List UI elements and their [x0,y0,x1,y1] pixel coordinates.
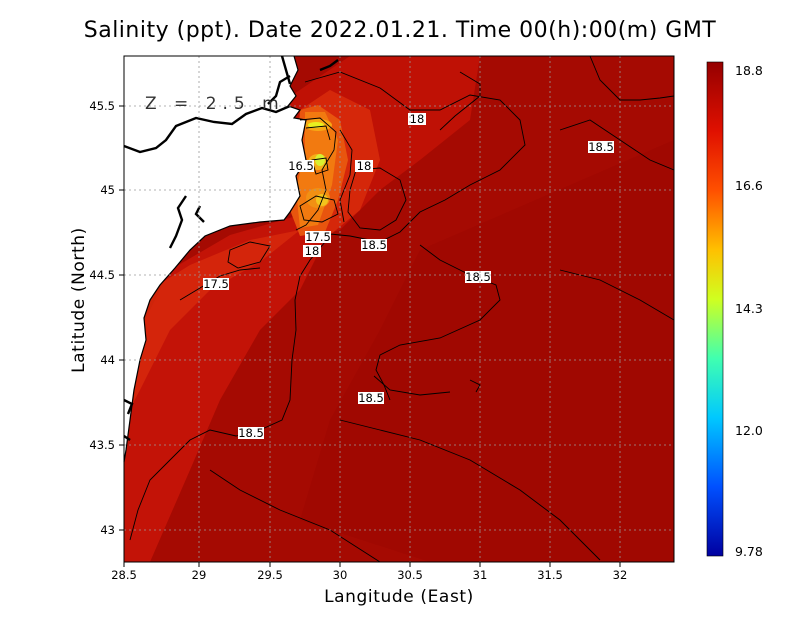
grid-lines [124,56,674,562]
contour-label: 18.5 [238,426,264,440]
svg-text:18.5: 18.5 [465,270,491,284]
x-tick-labels: 28.5 29 29.5 30 30.5 31 31.5 32 [111,568,627,582]
svg-text:18: 18 [357,159,372,173]
x-axis-label: Langitude (East) [324,587,474,607]
x-tick-label: 29.5 [257,568,283,582]
svg-text:18: 18 [410,112,425,126]
contour-label: 18 [303,244,321,258]
contour-label: 18.5 [465,270,491,284]
contour-labels: 18 18.5 16.5 18 17.5 18.5 18 18.5 17.5 1… [203,112,614,440]
y-tick-label: 45 [100,183,115,197]
contour-label: 18 [408,112,426,126]
y-axis-label: Latitude (North) [69,227,89,373]
y-tick-label: 44.5 [89,268,115,282]
plot-frame [123,55,675,563]
x-tick-label: 30.5 [397,568,423,582]
land-mass [124,56,306,462]
y-tick-label: 44 [100,353,115,367]
contour-label: 18.5 [361,238,387,252]
coastline [123,55,307,463]
svg-text:17.5: 17.5 [203,277,229,291]
y-tick-label: 43.5 [89,438,115,452]
svg-text:18.5: 18.5 [238,426,264,440]
x-tick-label: 31 [473,568,488,582]
borders [123,55,339,441]
svg-text:16.5: 16.5 [288,159,314,173]
contour-label: 17.5 [203,277,229,291]
colorbar-tick-label: 14.3 [735,301,763,316]
svg-text:18.5: 18.5 [588,140,614,154]
y-tick-label: 43 [100,523,115,537]
y-tick-label: 45.5 [89,99,115,113]
colorbar-tick-label: 18.8 [735,63,763,78]
colorbar-tick-label: 16.6 [735,178,763,193]
contour-label: 16.5 [288,159,314,173]
contour-label: 17.5 [305,230,331,244]
x-tick-label: 28.5 [111,568,137,582]
svg-text:18: 18 [305,244,320,258]
colorbar-tick-label: 12.0 [735,423,763,438]
contour-label: 18 [355,159,373,173]
svg-text:17.5: 17.5 [305,230,331,244]
contour-label: 18.5 [358,391,384,405]
depth-label: Z = 2.5 m [145,94,285,114]
plot-title: Salinity (ppt). Date 2022.01.21. Time 00… [83,18,717,43]
x-tick-label: 31.5 [537,568,563,582]
contour-lines [129,56,674,562]
contour-label: 18.5 [588,140,614,154]
x-tick-label: 30 [333,568,348,582]
colorbar-tick-label: 9.78 [735,544,763,559]
x-tick-label: 32 [613,568,628,582]
y-tick-labels: 43 43.5 44 44.5 45 45.5 [89,99,115,537]
colorbar-tick-labels: 18.8 16.6 14.3 12.0 9.78 [735,63,763,559]
svg-text:18.5: 18.5 [361,238,387,252]
colorbar [706,61,724,557]
x-tick-label: 29 [192,568,207,582]
axis-ticks [119,105,621,567]
svg-text:18.5: 18.5 [358,391,384,405]
